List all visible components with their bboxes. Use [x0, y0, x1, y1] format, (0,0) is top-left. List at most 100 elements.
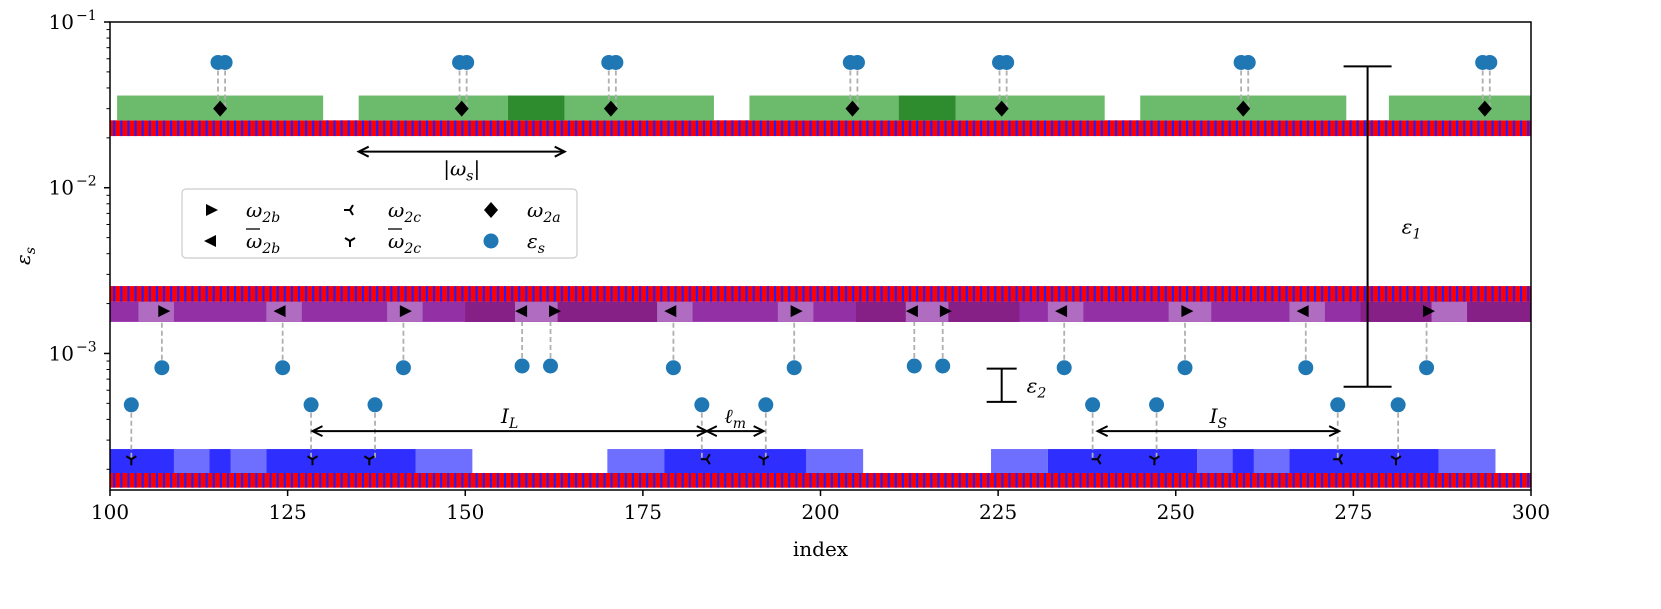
strip-blue-bottom — [781, 472, 784, 488]
strip-blue-top — [361, 120, 365, 137]
strip-blue-top — [759, 120, 762, 137]
legend-marker-tri-down — [344, 237, 356, 247]
strip-blue-bottom — [1399, 472, 1402, 488]
strip-blue-bottom — [503, 472, 507, 488]
strip-blue-top — [198, 120, 201, 137]
arrowhead-IL — [310, 425, 323, 437]
y-axis-label-sub: s — [23, 247, 39, 254]
strip-blue-middle — [646, 286, 649, 302]
purple-light-segment — [138, 301, 174, 322]
tri-down-marker-arm — [130, 455, 137, 461]
strip-blue-top — [1321, 120, 1324, 137]
strip-blue-bottom — [340, 472, 343, 488]
strip-blue-middle — [283, 286, 286, 302]
tri-down-marker-arm — [1148, 455, 1155, 461]
strip-blue-bottom — [752, 472, 755, 488]
tri-left-marker-arm — [1338, 453, 1344, 460]
strip-blue-bottom — [681, 472, 684, 488]
strip-blue-middle — [710, 286, 713, 302]
tri-down-marker-arm — [1390, 455, 1397, 461]
strip-blue-bottom — [226, 472, 230, 488]
strip-blue-bottom — [1015, 472, 1018, 488]
strip-blue-middle — [1029, 286, 1032, 302]
strip-blue-middle — [219, 286, 222, 302]
strip-blue-middle — [233, 286, 237, 302]
legend-marker-tri-down-arm — [344, 237, 351, 242]
strip-blue-middle — [617, 286, 620, 302]
strip-blue-bottom — [575, 472, 578, 488]
strip-blue-middle — [717, 286, 720, 302]
strip-blue-bottom — [1036, 472, 1039, 488]
eps-dot — [303, 397, 319, 413]
strip-blue-top — [447, 120, 450, 137]
strip-blue-top — [1370, 120, 1373, 137]
label-lm: ℓm — [724, 404, 746, 432]
triangle-left-marker — [273, 305, 286, 318]
strip-blue-middle — [461, 286, 464, 302]
strip-blue-bottom — [1242, 472, 1246, 488]
strip-blue-top — [901, 120, 904, 137]
strip-blue-bottom — [525, 472, 528, 488]
strip-blue-bottom — [198, 472, 201, 488]
eps-dot — [154, 360, 170, 376]
strip-blue-middle — [916, 286, 919, 302]
x-tick-label: 275 — [1334, 500, 1372, 524]
strip-blue-top — [1249, 120, 1253, 137]
strip-blue-bottom — [127, 472, 130, 488]
strip-blue-bottom — [432, 472, 436, 488]
strip-blue-middle — [1434, 286, 1437, 302]
strip-blue-bottom — [695, 472, 698, 488]
arrowhead-lm — [753, 425, 766, 437]
strip-blue-bottom — [518, 472, 521, 488]
strip-blue-bottom — [1193, 472, 1196, 488]
strip-layer — [110, 120, 1531, 488]
strip-blue-top — [468, 120, 471, 137]
label-IS: IS — [1209, 404, 1228, 432]
blue-light-segment — [991, 449, 1048, 473]
tri-down-marker-arm — [1153, 455, 1160, 461]
tri-down-marker-arm — [306, 455, 314, 461]
strip-blue-top — [951, 120, 954, 137]
strip-blue-top — [923, 120, 926, 137]
strip-blue-bottom — [958, 472, 961, 488]
strip-blue-bottom — [1093, 472, 1096, 488]
strip-blue-top — [1512, 120, 1516, 137]
eps-dot — [1085, 397, 1101, 413]
strip-blue-middle — [1100, 286, 1103, 302]
strip-blue-middle — [1377, 286, 1381, 302]
strip-blue-bottom — [759, 472, 762, 488]
strip-blue-top — [1150, 120, 1153, 137]
strip-blue-bottom — [1356, 472, 1359, 488]
strip-blue-middle — [546, 286, 549, 302]
strip-blue-bottom — [766, 472, 769, 488]
eps-dot — [999, 54, 1015, 70]
strip-blue-middle — [1420, 286, 1423, 302]
strip-blue-top — [1129, 120, 1132, 137]
strip-blue-top — [1022, 120, 1025, 137]
strip-blue-bottom — [1207, 472, 1210, 488]
strip-blue-bottom — [738, 472, 741, 488]
strip-blue-top — [837, 120, 841, 137]
strip-blue-middle — [1342, 286, 1345, 302]
strip-blue-middle — [411, 286, 414, 302]
strip-blue-middle — [525, 286, 528, 302]
strip-blue-top — [553, 120, 556, 137]
strip-blue-top — [1242, 120, 1246, 137]
strip-blue-bottom — [1214, 472, 1217, 488]
strip-blue-middle — [873, 286, 876, 302]
strip-blue-bottom — [496, 472, 499, 488]
strip-blue-middle — [688, 286, 691, 302]
strip-blue-top — [475, 120, 478, 137]
triangle-left-marker — [1296, 305, 1309, 318]
strip-blue-top — [1498, 120, 1501, 137]
strip-blue-middle — [354, 286, 357, 302]
strip-blue-middle — [503, 286, 507, 302]
tri-down-marker — [306, 455, 319, 466]
strip-blue-top — [916, 120, 919, 137]
strip-blue-bottom — [233, 472, 237, 488]
strip-blue-middle — [447, 286, 450, 302]
strip-blue-middle — [198, 286, 201, 302]
strip-blue-middle — [1406, 286, 1409, 302]
legend-label: ω2b — [246, 229, 280, 257]
strip-blue-top — [532, 120, 535, 137]
